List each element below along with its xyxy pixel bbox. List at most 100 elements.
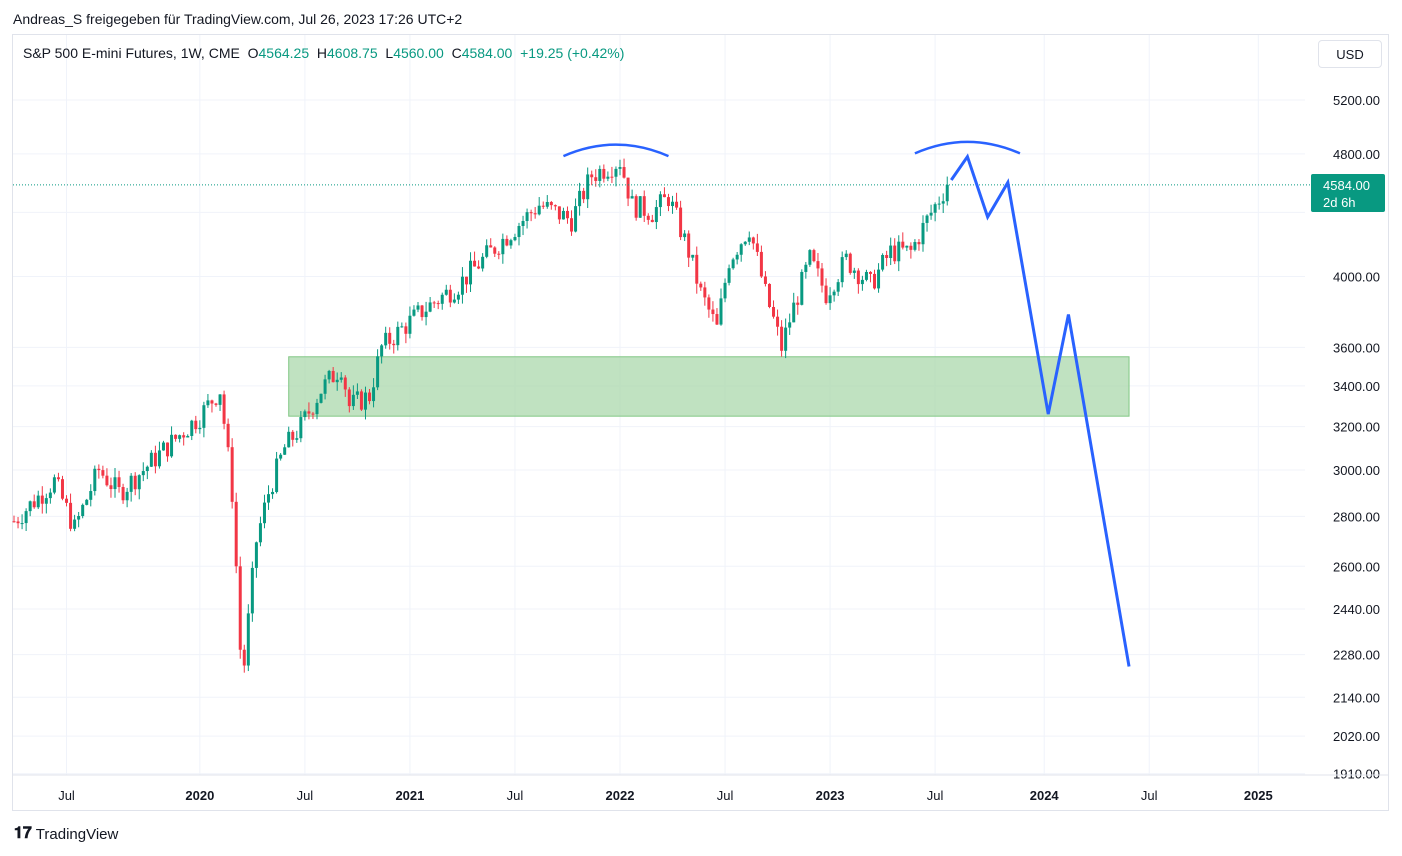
candle-body <box>166 442 170 457</box>
candle-body <box>250 567 254 614</box>
candle-body <box>77 516 81 520</box>
candle-body <box>630 196 634 199</box>
candle-body <box>723 282 727 299</box>
candle-body <box>464 276 468 285</box>
candle-body <box>937 203 941 205</box>
candle-body <box>440 294 444 304</box>
candle-body <box>873 273 877 289</box>
candle-body <box>12 521 16 523</box>
candle-body <box>521 221 525 227</box>
candle-body <box>376 356 380 388</box>
candle-body <box>893 245 897 262</box>
candle-body <box>44 498 48 504</box>
candle-body <box>460 276 464 295</box>
last-price: 4584.00 <box>1323 178 1370 193</box>
top-arc-drawing <box>914 140 1021 155</box>
candle-body <box>929 212 933 216</box>
candle-body <box>582 190 586 200</box>
candle-body <box>618 167 622 169</box>
candle-body <box>679 207 683 238</box>
candle-body <box>808 250 812 265</box>
y-tick-label: 2140.00 <box>1333 690 1380 705</box>
candle-body <box>117 477 121 488</box>
candle-body <box>525 212 529 222</box>
candle-body <box>73 519 77 529</box>
candle-body <box>121 487 125 501</box>
candle-body <box>574 206 578 232</box>
currency-button[interactable]: USD <box>1318 40 1382 68</box>
candle-body <box>157 450 161 467</box>
high-label: H <box>316 45 328 61</box>
candle-body <box>505 238 509 246</box>
x-tick-label: 2024 <box>1030 788 1060 803</box>
candle-body <box>634 196 638 218</box>
x-tick-label: Jul <box>927 788 944 803</box>
candle-body <box>218 394 222 405</box>
candle-body <box>295 438 299 440</box>
candle-body <box>242 649 246 666</box>
candle-body <box>638 196 642 218</box>
candle-body <box>105 475 109 486</box>
candle-body <box>153 452 157 467</box>
candle-body <box>796 302 800 305</box>
candle-body <box>81 504 85 517</box>
candle-body <box>141 471 145 476</box>
candle-body <box>683 233 687 238</box>
candle-body <box>759 251 763 277</box>
candle-body <box>868 271 872 274</box>
candle-body <box>174 434 178 439</box>
candle-body <box>537 205 541 215</box>
open-value: 4564.25 <box>258 45 310 61</box>
candle-body <box>137 475 141 490</box>
candle-body <box>388 332 392 344</box>
candle-body <box>69 502 73 529</box>
candle-body <box>662 194 666 198</box>
candle-body <box>836 282 840 292</box>
chart-frame[interactable] <box>12 34 1389 811</box>
candle-body <box>828 295 832 304</box>
candle-body <box>368 392 372 402</box>
low-value: 4560.00 <box>393 45 444 61</box>
candle-body <box>881 254 885 270</box>
logo-text: TradingView <box>35 825 119 843</box>
candle-body <box>852 270 856 273</box>
candle-body <box>396 326 400 346</box>
candle-body <box>428 302 432 312</box>
candle-body <box>735 254 739 260</box>
candle-body <box>699 283 703 288</box>
candle-body <box>622 167 626 178</box>
change-value: +19.25 (+0.42%) <box>520 45 625 61</box>
x-tick-label: 2023 <box>816 788 845 803</box>
candle-body <box>16 521 20 524</box>
symbol-name[interactable]: S&P 500 E-mini Futures, 1W, CME <box>23 45 240 61</box>
candle-body <box>606 176 610 179</box>
candle-body <box>586 174 590 200</box>
candle-body <box>125 491 129 501</box>
candle-body <box>675 201 679 208</box>
candle-body <box>101 470 105 476</box>
candle-body <box>695 254 699 284</box>
candle-body <box>885 254 889 259</box>
tradingview-logo[interactable]: 𝟏𝟕 TradingView <box>14 825 118 843</box>
open-label: O <box>247 45 259 61</box>
high-value: 4608.75 <box>327 45 378 61</box>
candle-body <box>279 454 283 459</box>
candle-body <box>687 233 691 258</box>
candle-body <box>170 434 174 457</box>
y-tick-label: 2440.00 <box>1333 602 1380 617</box>
candle-body <box>246 613 250 666</box>
candle-body <box>65 498 69 503</box>
candle-body <box>469 260 473 285</box>
candle-body <box>784 327 788 351</box>
y-tick-label: 2600.00 <box>1333 559 1380 574</box>
candle-body <box>303 411 307 418</box>
candle-body <box>424 311 428 318</box>
candle-body <box>372 387 376 402</box>
x-tick-label: Jul <box>297 788 314 803</box>
candle-body <box>161 442 165 451</box>
symbol-legend: S&P 500 E-mini Futures, 1W, CME O4564.25… <box>23 45 624 61</box>
candle-body <box>820 268 824 286</box>
candle-body <box>541 205 545 207</box>
candle-body <box>222 394 226 424</box>
